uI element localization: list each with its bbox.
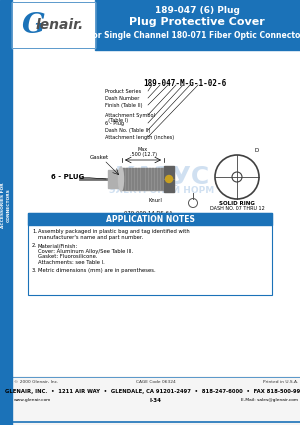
Text: 6 - Plug: 6 - Plug [105, 121, 124, 125]
Text: 079-009-14 DS-6A: 079-009-14 DS-6A [124, 210, 172, 215]
Bar [122, 168, 164, 190]
Bar [12, 2, 95, 48]
Text: Finish (Table II): Finish (Table II) [105, 102, 142, 108]
Text: 6 - PLUG: 6 - PLUG [51, 174, 85, 180]
FancyBboxPatch shape [28, 213, 272, 295]
Text: 189-047-M-G-1-02-6: 189-047-M-G-1-02-6 [143, 79, 226, 88]
Text: Assembly packaged in plastic bag and tag identified with: Assembly packaged in plastic bag and tag… [38, 229, 190, 234]
Text: (Table I): (Table I) [105, 118, 128, 123]
Bar [108, 170, 122, 188]
Text: Max: Max [138, 147, 148, 152]
Bar [12, 0, 300, 375]
Text: for Single Channel 180-071 Fiber Optic Connector: for Single Channel 180-071 Fiber Optic C… [89, 31, 300, 40]
Text: DASH NO. 07 THRU 12: DASH NO. 07 THRU 12 [210, 206, 264, 210]
Text: Product Series: Product Series [105, 88, 141, 94]
Text: I-34: I-34 [150, 398, 162, 403]
Text: Attachments: see Table I.: Attachments: see Table I. [38, 260, 105, 264]
Bar [12, 2, 95, 48]
Text: G: G [22, 11, 46, 39]
Bar [164, 166, 174, 192]
Text: Gasket: Fluorosilicone.: Gasket: Fluorosilicone. [38, 254, 98, 259]
Text: D: D [255, 148, 259, 153]
Text: E-Mail: sales@glenair.com: E-Mail: sales@glenair.com [241, 398, 298, 402]
Text: Knurl: Knurl [148, 198, 162, 202]
Text: 2.: 2. [32, 243, 37, 248]
Text: manufacturer's name and part number.: manufacturer's name and part number. [38, 235, 143, 240]
Circle shape [166, 176, 172, 182]
Text: © 2000 Glenair, Inc.: © 2000 Glenair, Inc. [14, 380, 59, 384]
Text: Material/Finish:: Material/Finish: [38, 243, 78, 248]
Text: Attachment Symbol: Attachment Symbol [105, 113, 155, 117]
Text: Cover: Aluminum Alloy/See Table III.: Cover: Aluminum Alloy/See Table III. [38, 249, 133, 253]
Bar [95, 0, 300, 50]
Text: 3.: 3. [32, 268, 37, 273]
Text: Dash No. (Table II): Dash No. (Table II) [105, 128, 150, 133]
Ellipse shape [118, 167, 124, 191]
Text: Attachment length (inches): Attachment length (inches) [105, 134, 174, 139]
Text: APPLICATION NOTES: APPLICATION NOTES [106, 215, 194, 224]
Text: Dash Number: Dash Number [105, 96, 140, 100]
Text: .500 (12.7): .500 (12.7) [130, 152, 157, 157]
Text: lenair.: lenair. [36, 18, 84, 32]
Text: ACCESSORIES FOR
CONNECTORS: ACCESSORIES FOR CONNECTORS [1, 182, 11, 228]
Text: GLENAIR, INC.  •  1211 AIR WAY  •  GLENDALE, CA 91201-2497  •  818-247-6000  •  : GLENAIR, INC. • 1211 AIR WAY • GLENDALE,… [5, 389, 300, 394]
Text: SOLID RING: SOLID RING [219, 201, 255, 206]
Text: ЭЛЕКТРОНИЙ НОРМ: ЭЛЕКТРОНИЙ НОРМ [110, 185, 214, 195]
Text: www.glenair.com: www.glenair.com [14, 398, 51, 402]
Bar [0, 0, 12, 425]
Text: 189-047 (6) Plug: 189-047 (6) Plug [154, 6, 239, 14]
Bar [28, 213, 272, 225]
Text: 1.: 1. [32, 229, 37, 234]
Text: Gasket: Gasket [89, 155, 109, 159]
Text: Printed in U.S.A.: Printed in U.S.A. [263, 380, 298, 384]
Text: КАЗУС: КАЗУС [114, 165, 210, 189]
Text: CAGE Code 06324: CAGE Code 06324 [136, 380, 176, 384]
Text: Plug Protective Cover: Plug Protective Cover [129, 17, 265, 27]
Text: Metric dimensions (mm) are in parentheses.: Metric dimensions (mm) are in parenthese… [38, 268, 156, 273]
